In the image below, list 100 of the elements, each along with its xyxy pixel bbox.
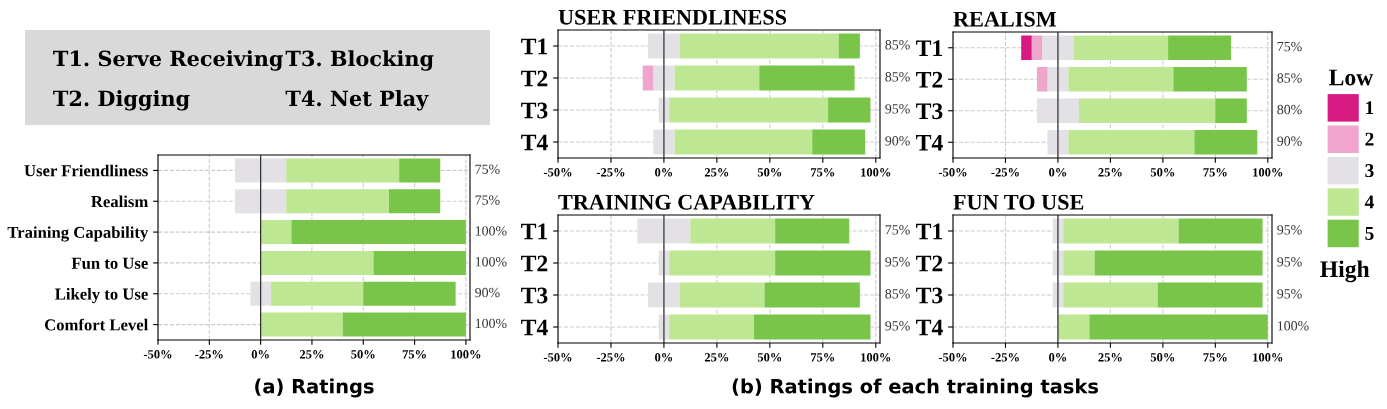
x-tick-label: 0% — [1049, 353, 1067, 362]
y-tick-label: Likely to Use — [55, 287, 148, 304]
y-tick-label: Training Capability — [7, 226, 149, 242]
y-tick-label: T3 — [521, 102, 548, 119]
bar — [648, 33, 664, 59]
text: 85% — [1277, 73, 1302, 83]
bar — [1168, 35, 1232, 61]
x-tick-label: 25% — [299, 350, 324, 359]
y-tick-label: T1 — [521, 223, 548, 240]
text: 95% — [885, 257, 910, 267]
bar — [669, 97, 829, 123]
bar — [669, 314, 754, 340]
text: 90% — [885, 136, 910, 146]
bar — [1063, 218, 1179, 244]
bar — [690, 218, 776, 244]
x-tick-label: -25% — [596, 353, 625, 362]
bar — [1063, 250, 1095, 276]
bar — [1036, 66, 1048, 92]
text: (a) Ratings — [255, 378, 374, 398]
x-tick-label: 100% — [451, 350, 481, 359]
x-tick-label: 100% — [1253, 168, 1283, 177]
text: (b) Ratings of each training tasks — [732, 378, 1099, 398]
x-tick-label: 100% — [861, 168, 891, 177]
bar — [1073, 35, 1169, 61]
bar — [669, 250, 776, 276]
y-tick-label: T3 — [916, 103, 943, 120]
legend-label: 4 — [1364, 195, 1374, 209]
x-tick-label: -50% — [938, 168, 967, 177]
bar — [388, 189, 441, 214]
bar — [663, 218, 691, 244]
text: 95% — [885, 104, 910, 114]
bar — [1021, 35, 1032, 61]
text: 95% — [1277, 225, 1302, 235]
y-tick-label: T2 — [916, 71, 943, 88]
x-tick-label: 50% — [1150, 168, 1175, 177]
x-tick-label: 75% — [402, 350, 426, 359]
y-tick-label: T3 — [521, 287, 548, 304]
x-tick-label: -50% — [143, 350, 172, 359]
text: 75% — [885, 225, 910, 235]
text: 85% — [885, 289, 910, 299]
bar — [753, 314, 871, 340]
bar — [1031, 35, 1043, 61]
text: 75% — [475, 195, 500, 205]
x-tick-label: 0% — [655, 168, 673, 177]
x-tick-label: 50% — [1150, 353, 1175, 362]
bar — [1194, 129, 1258, 155]
y-tick-label: T3 — [916, 287, 943, 304]
text: 100% — [475, 226, 507, 236]
x-tick-label: 25% — [1098, 353, 1122, 362]
bar — [1157, 282, 1263, 308]
y-tick-label: T2 — [521, 70, 548, 87]
x-tick-label: 25% — [704, 168, 729, 177]
bar — [663, 65, 675, 91]
bar — [260, 250, 374, 275]
bar — [1036, 98, 1058, 124]
bar — [1078, 98, 1216, 124]
text: 85% — [885, 40, 910, 50]
chart-title: FUN TO USE — [953, 194, 1084, 210]
bar — [679, 33, 839, 59]
bar — [1047, 129, 1058, 155]
legend-label: 1 — [1366, 101, 1374, 115]
x-tick-label: 0% — [1049, 168, 1067, 177]
text: T3. Blocking — [285, 50, 434, 71]
text: 95% — [885, 321, 910, 331]
y-tick-label: Comfort Level — [44, 318, 148, 331]
y-tick-label: T2 — [521, 255, 548, 272]
bar — [1057, 98, 1079, 124]
y-tick-label: T2 — [916, 255, 943, 272]
bar — [653, 65, 664, 91]
x-tick-label: 75% — [1203, 168, 1227, 177]
bar — [663, 33, 680, 59]
bar — [1068, 66, 1174, 92]
text: 100% — [475, 318, 507, 329]
bar — [653, 129, 664, 155]
bar — [399, 158, 441, 183]
text: 100% — [475, 257, 507, 267]
bar — [286, 189, 389, 214]
text: T1. Serve Receiving — [53, 50, 283, 71]
bar — [1042, 35, 1058, 61]
bar — [260, 312, 343, 337]
bar — [342, 312, 466, 337]
bar — [1089, 314, 1268, 340]
y-tick-label: Realism — [91, 195, 148, 208]
x-tick-label: 75% — [811, 168, 835, 177]
y-tick-label: Fun to Use — [71, 257, 148, 269]
legend-title: Low — [1329, 69, 1374, 86]
bar — [1063, 282, 1158, 308]
bar — [828, 97, 871, 123]
text: 90% — [1277, 136, 1302, 146]
chart-title: REALISM — [953, 11, 1057, 27]
x-tick-label: 75% — [811, 353, 835, 362]
x-tick-label: 50% — [351, 350, 375, 359]
bar — [270, 281, 364, 306]
text: 80% — [1277, 104, 1302, 115]
bar — [679, 282, 765, 308]
x-tick-label: 25% — [1098, 168, 1122, 177]
y-tick-label: T1 — [916, 223, 943, 240]
bar — [1057, 35, 1074, 61]
x-tick-label: -50% — [938, 353, 967, 362]
bar — [1173, 66, 1247, 92]
